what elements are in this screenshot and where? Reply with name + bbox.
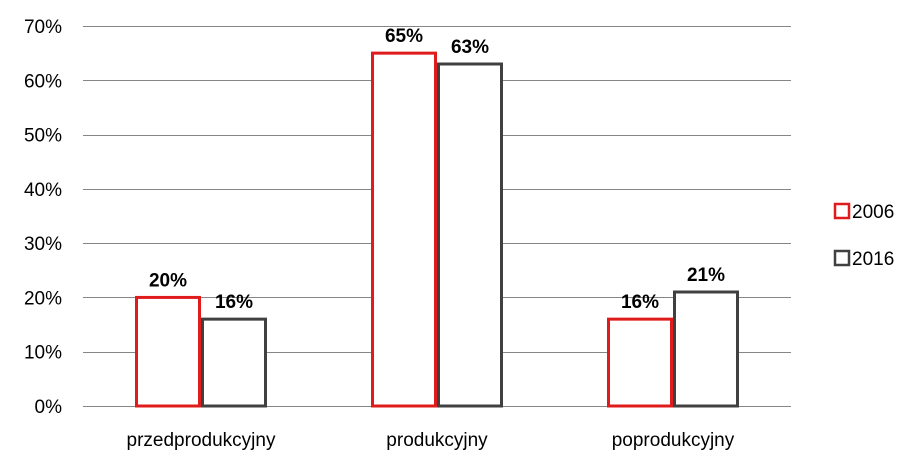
bar-2006-produkcyjny	[371, 51, 437, 408]
data-label-2016-produkcyjny: 63%	[451, 37, 489, 58]
y-tick-label: 20%	[24, 288, 62, 309]
y-tick-label: 0%	[35, 397, 63, 418]
bar-2006-poprodukcyjny	[607, 317, 673, 408]
data-label-2006-produkcyjny: 65%	[385, 26, 423, 47]
x-axis-category-labels: przedprodukcyjny produkcyjny poprodukcyjny	[127, 430, 735, 451]
legend: 2006 2016	[833, 202, 894, 270]
legend-label-2016: 2016	[852, 249, 894, 270]
data-label-2006-przedprodukcyjny: 20%	[149, 270, 187, 291]
data-labels: 20% 16% 65% 63% 16% 21%	[149, 26, 725, 313]
y-tick-label: 10%	[24, 343, 62, 364]
legend-swatch-2006	[833, 202, 851, 220]
category-label-produkcyjny: produkcyjny	[386, 430, 488, 451]
y-axis-tick-labels: 0% 10% 20% 30% 40% 50% 60% 70%	[24, 17, 62, 418]
bar-2016-przedprodukcyjny	[201, 317, 267, 408]
y-tick-label: 30%	[24, 234, 62, 255]
bar-2006-przedprodukcyjny	[135, 295, 201, 408]
bar-2016-poprodukcyjny	[673, 290, 739, 408]
y-tick-label: 60%	[24, 71, 62, 92]
y-tick-label: 50%	[24, 126, 62, 147]
y-tick-label: 70%	[24, 17, 62, 38]
data-label-2016-przedprodukcyjny: 16%	[215, 292, 253, 313]
category-label-przedprodukcyjny: przedprodukcyjny	[127, 430, 276, 451]
data-label-2006-poprodukcyjny: 16%	[621, 292, 659, 313]
y-tick-label: 40%	[24, 180, 62, 201]
data-label-2016-poprodukcyjny: 21%	[687, 265, 725, 286]
category-label-poprodukcyjny: poprodukcyjny	[612, 430, 735, 451]
legend-label-2006: 2006	[852, 202, 894, 223]
legend-swatch-2016	[833, 249, 851, 267]
bars	[135, 51, 739, 408]
bar-2016-produkcyjny	[437, 62, 503, 408]
